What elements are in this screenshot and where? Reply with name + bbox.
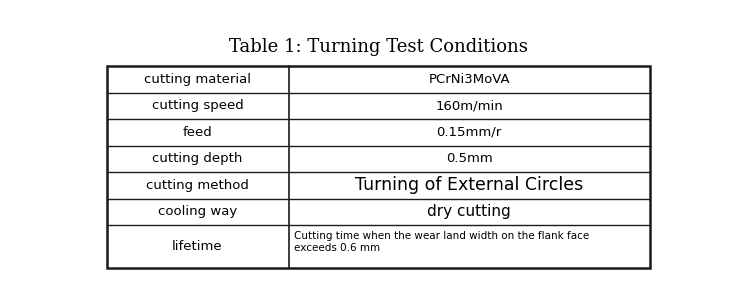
Text: Turning of External Circles: Turning of External Circles xyxy=(355,177,583,194)
Text: dry cutting: dry cutting xyxy=(427,204,511,219)
Text: Cutting time when the wear land width on the flank face
exceeds 0.6 mm: Cutting time when the wear land width on… xyxy=(294,231,590,253)
Text: cutting speed: cutting speed xyxy=(152,99,244,112)
Text: PCrNi3MoVA: PCrNi3MoVA xyxy=(429,73,510,86)
Text: Table 1: Turning Test Conditions: Table 1: Turning Test Conditions xyxy=(229,38,528,56)
Bar xyxy=(106,66,650,268)
Text: 0.5mm: 0.5mm xyxy=(446,152,492,166)
Text: 160m/min: 160m/min xyxy=(435,99,503,112)
Text: cutting material: cutting material xyxy=(144,73,251,86)
Text: 0.15mm/r: 0.15mm/r xyxy=(437,126,502,139)
Text: cutting method: cutting method xyxy=(146,179,249,192)
Text: feed: feed xyxy=(183,126,213,139)
Text: cooling way: cooling way xyxy=(158,205,237,218)
Text: cutting depth: cutting depth xyxy=(152,152,243,166)
Text: lifetime: lifetime xyxy=(172,240,223,253)
